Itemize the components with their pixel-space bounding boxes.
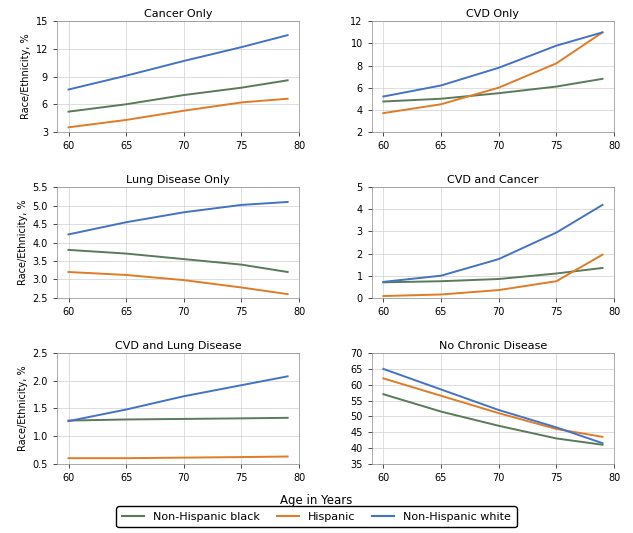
Title: Cancer Only: Cancer Only	[144, 9, 212, 19]
Title: CVD and Lung Disease: CVD and Lung Disease	[115, 341, 241, 351]
Y-axis label: Race/Ethnicity, %: Race/Ethnicity, %	[18, 200, 28, 285]
Legend: Non-Hispanic black, Hispanic, Non-Hispanic white: Non-Hispanic black, Hispanic, Non-Hispan…	[116, 506, 517, 528]
Y-axis label: Race/Ethnicity, %: Race/Ethnicity, %	[18, 366, 28, 451]
Text: Age in Years: Age in Years	[280, 494, 353, 507]
Title: Lung Disease Only: Lung Disease Only	[126, 175, 230, 185]
Title: CVD Only: CVD Only	[467, 9, 520, 19]
Title: No Chronic Disease: No Chronic Disease	[439, 341, 547, 351]
Title: CVD and Cancer: CVD and Cancer	[448, 175, 539, 185]
Y-axis label: Race/Ethnicity, %: Race/Ethnicity, %	[22, 34, 32, 119]
